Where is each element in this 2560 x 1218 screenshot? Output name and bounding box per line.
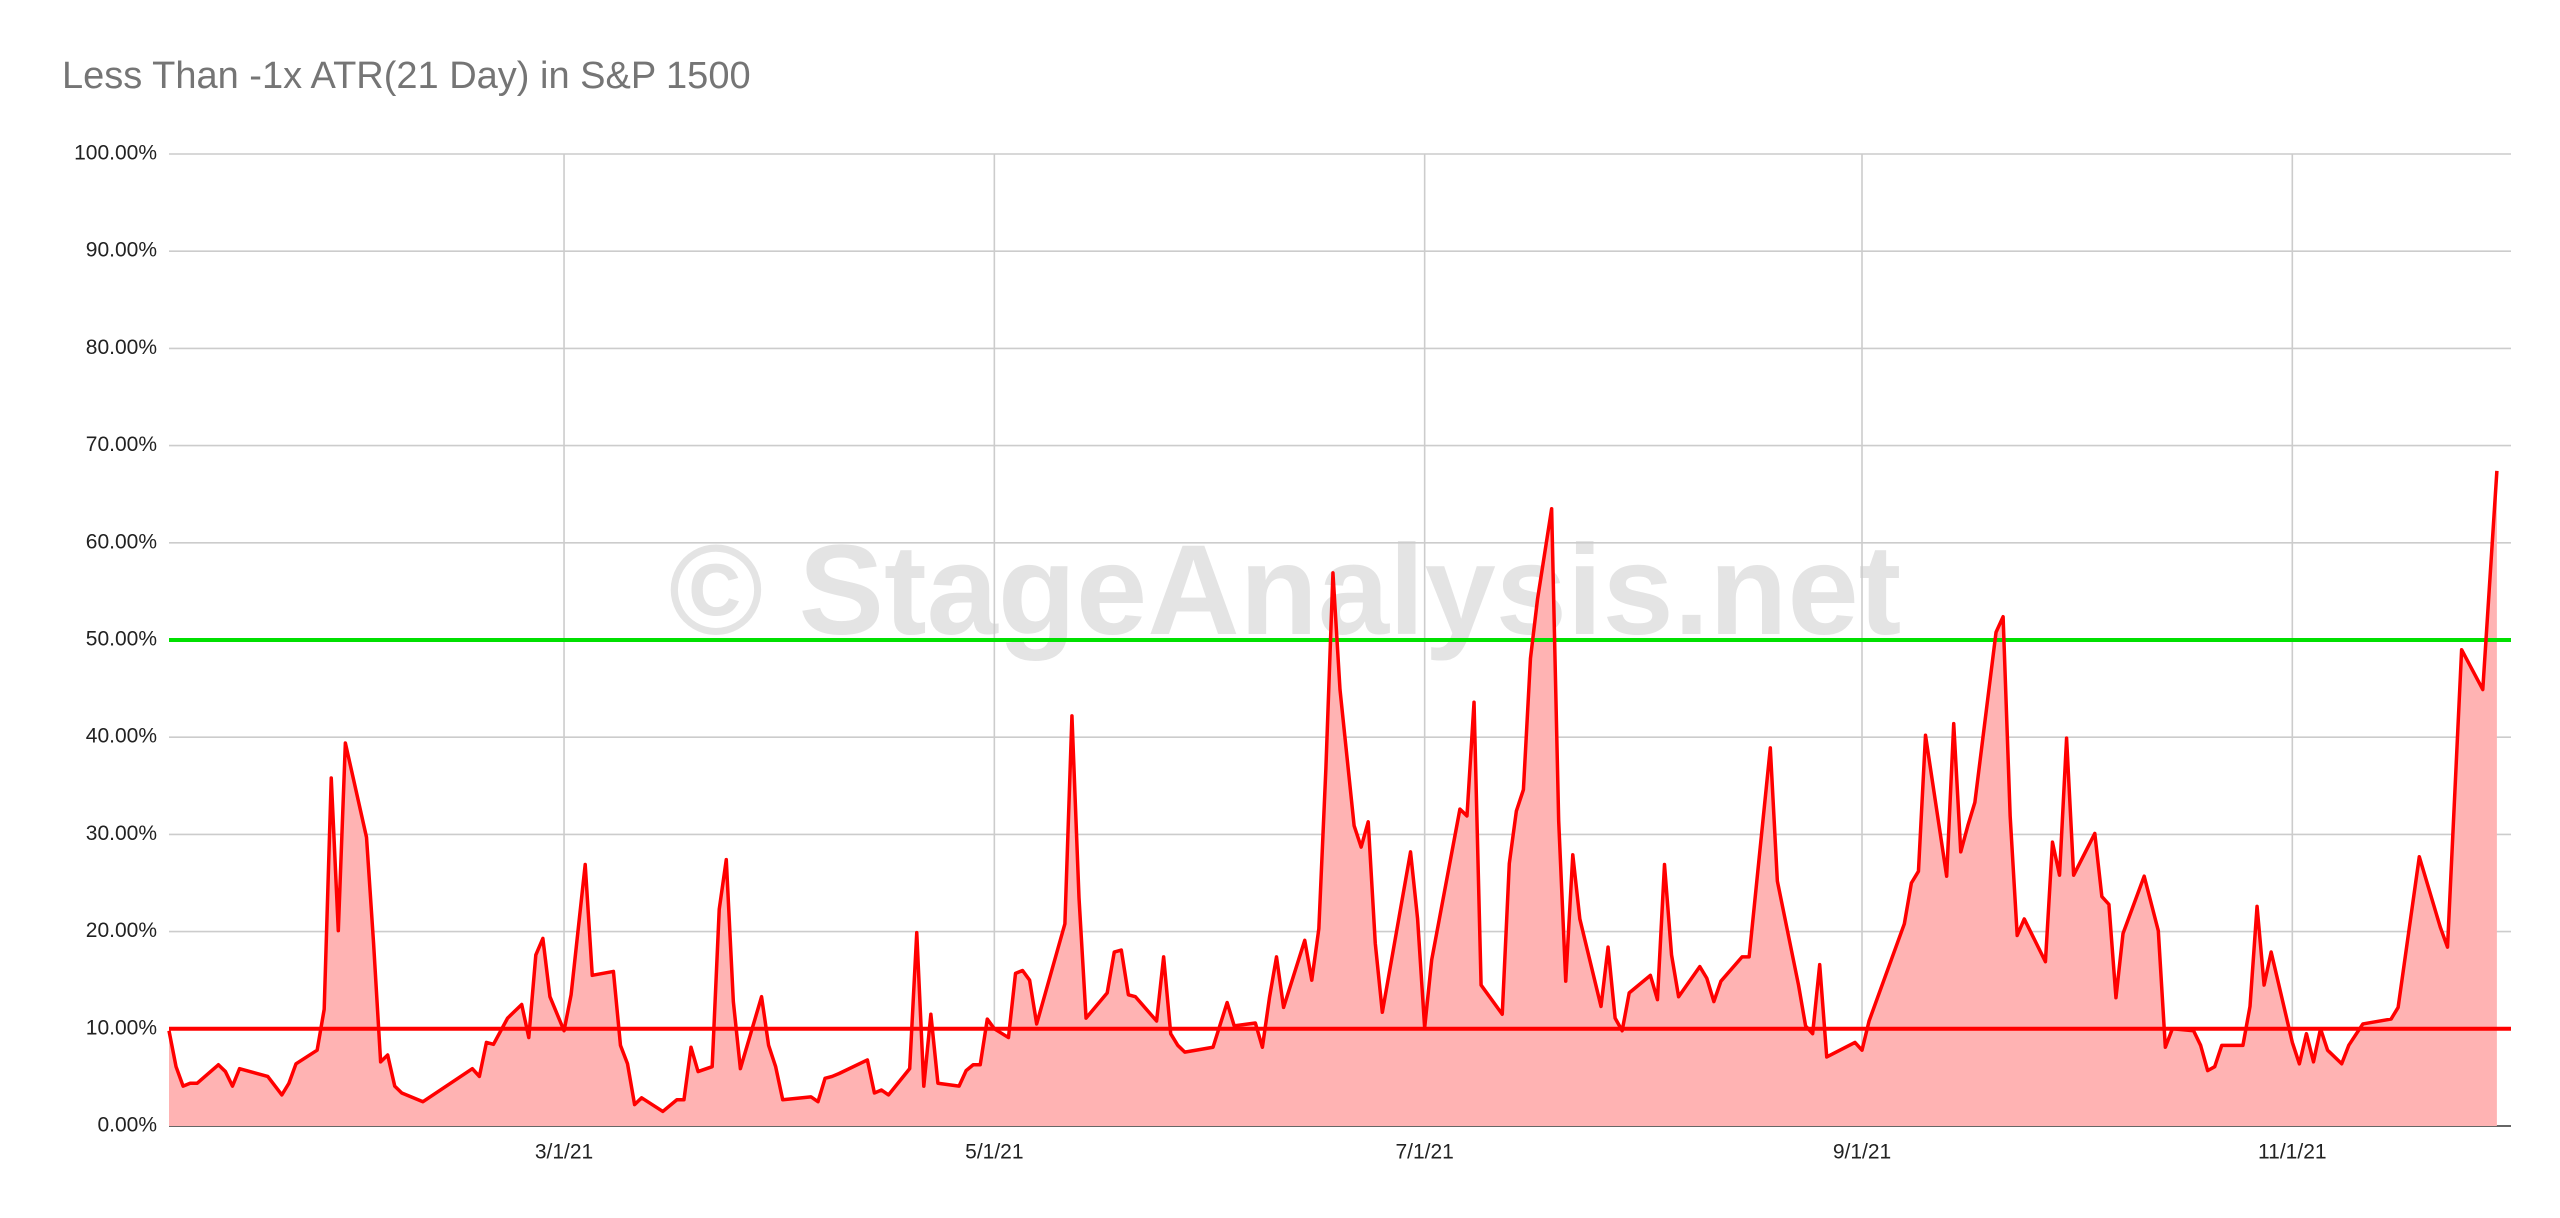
y-tick-label: 30.00% <box>86 822 157 845</box>
chart-title: Less Than -1x ATR(21 Day) in S&P 1500 <box>62 55 751 97</box>
y-tick-label: 70.00% <box>86 433 157 456</box>
area-fill <box>169 470 2497 1126</box>
x-tick-label: 7/1/21 <box>1395 1141 1453 1164</box>
y-tick-label: 0.00% <box>97 1114 157 1137</box>
data-line <box>167 470 2499 1114</box>
x-tick-label: 5/1/21 <box>965 1141 1023 1164</box>
y-tick-label: 20.00% <box>86 919 157 942</box>
x-tick-label: 3/1/21 <box>535 1141 593 1164</box>
x-tick-label: 9/1/21 <box>1833 1141 1891 1164</box>
y-tick-label: 10.00% <box>86 1016 157 1039</box>
y-tick-label: 50.00% <box>86 628 157 651</box>
y-tick-label: 90.00% <box>86 239 157 262</box>
y-tick-label: 80.00% <box>86 336 157 359</box>
y-tick-label: 60.00% <box>86 530 157 553</box>
x-tick-label: 11/1/21 <box>2258 1141 2327 1164</box>
y-tick-label: 40.00% <box>86 725 157 748</box>
y-tick-label: 100.00% <box>74 142 157 165</box>
